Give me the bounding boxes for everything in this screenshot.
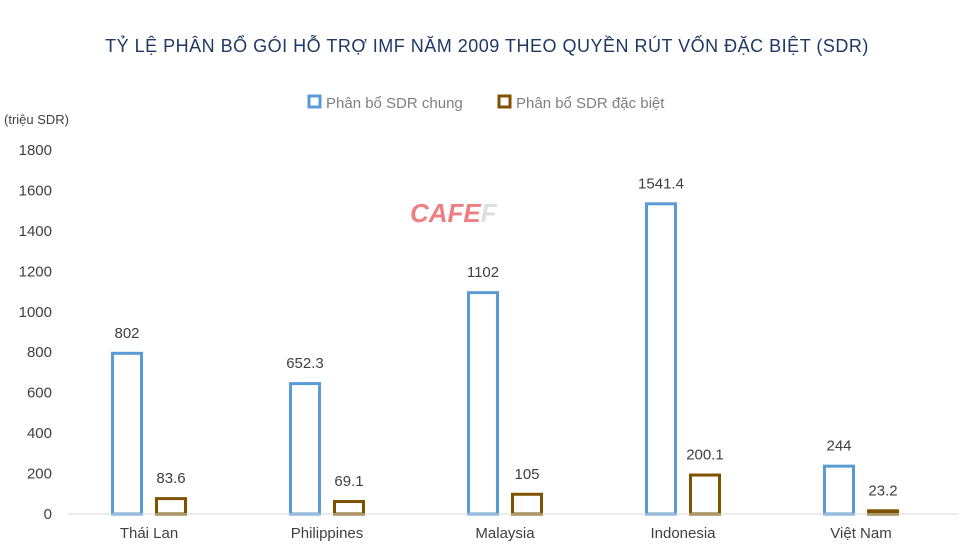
bar-series-2 (511, 492, 543, 516)
legend-label-series-2: Phân bổ SDR đặc biệt (516, 95, 665, 112)
y-tick-label: 1200 (19, 263, 52, 280)
bar-series-2 (689, 473, 721, 516)
y-tick-label: 400 (27, 425, 52, 442)
data-label-series-1: 802 (114, 325, 139, 342)
watermark-text: CAFEF (410, 198, 498, 228)
bar-series-1 (645, 202, 677, 516)
watermark-part-2: F (481, 198, 498, 228)
bar-series-1 (823, 464, 855, 516)
x-category-label: Việt Nam (830, 525, 891, 542)
y-tick-label: 600 (27, 385, 52, 402)
legend: Phân bổ SDR chung Phân bổ SDR đặc biệt (307, 94, 665, 112)
x-category-label: Malaysia (475, 525, 535, 542)
x-category-label: Indonesia (650, 525, 716, 542)
bar-series-1 (467, 291, 499, 516)
y-tick-label: 800 (27, 344, 52, 361)
y-tick-label: 200 (27, 466, 52, 483)
bar-series-2 (333, 500, 365, 516)
chart-title: TỶ LỆ PHÂN BỔ GÓI HỖ TRỢ IMF NĂM 2009 TH… (105, 35, 869, 56)
data-label-series-1: 1541.4 (638, 175, 684, 192)
bars (111, 202, 899, 516)
data-label-series-2: 83.6 (156, 470, 185, 487)
x-axis-categories: Thái Lan Philippines Malaysia Indonesia Việt… (120, 525, 892, 542)
data-label-series-2: 105 (514, 466, 539, 483)
legend-label-series-1: Phân bổ SDR chung (326, 95, 463, 112)
watermark-part-1: CAFE (410, 198, 481, 228)
data-label-series-2: 200.1 (686, 447, 724, 464)
y-tick-label: 1000 (19, 304, 52, 321)
data-label-series-1: 244 (826, 438, 851, 455)
data-label-series-1: 1102 (467, 264, 499, 281)
legend-swatch-series-1 (307, 94, 322, 109)
data-label-series-2: 69.1 (334, 473, 363, 490)
legend-swatch-series-2 (497, 94, 512, 109)
bar-series-1 (289, 382, 321, 516)
data-labels: 802 83.6 652.3 69.1 1102 105 1541.4 200.1 244 23.… (114, 175, 897, 499)
y-tick-label: 0 (44, 506, 52, 523)
y-axis-ticks: 0 200 400 600 800 1000 1200 1400 1600 1800 (19, 142, 52, 523)
bar-series-1 (111, 351, 143, 516)
watermark: CAFEF (410, 198, 498, 228)
y-tick-label: 1800 (19, 142, 52, 159)
y-tick-label: 1400 (19, 223, 52, 240)
y-axis-unit: (triệu SDR) (4, 112, 69, 127)
bar-series-2 (155, 497, 187, 516)
y-tick-label: 1600 (19, 182, 52, 199)
x-category-label: Thái Lan (120, 525, 178, 542)
x-category-label: Philippines (291, 525, 364, 542)
data-label-series-1: 652.3 (286, 355, 324, 372)
data-label-series-2: 23.2 (868, 482, 897, 499)
